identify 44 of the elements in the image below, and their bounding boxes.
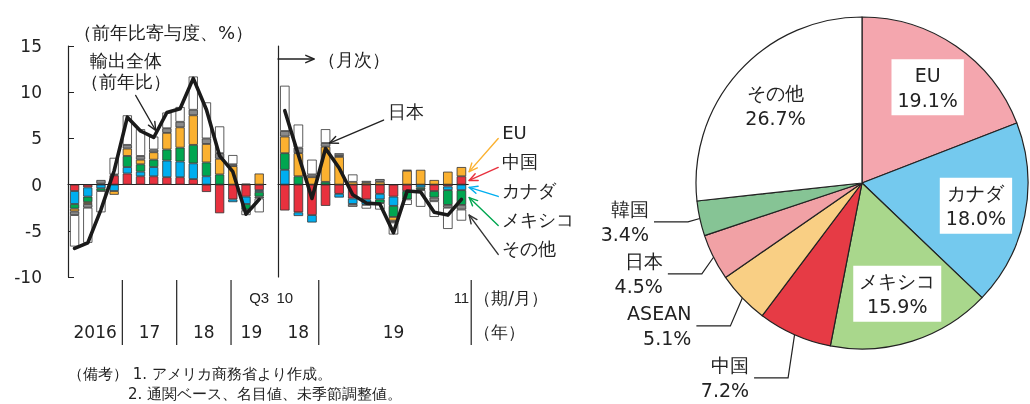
series-label: 輸出全体（前年比）	[80, 49, 171, 92]
y-axis-title: （前年比寄与度、%）	[74, 21, 254, 43]
y-tick-label: -10	[14, 267, 42, 287]
text: （年）	[474, 322, 526, 342]
data-label: 15.9%	[867, 295, 928, 318]
y-tick-label: 15	[20, 36, 42, 56]
text: 2016	[73, 322, 117, 342]
slice-label: カナダ	[947, 182, 1006, 205]
data-label: 7.2%	[700, 379, 750, 402]
text: EU	[502, 121, 527, 143]
legend-label: 中国	[502, 150, 539, 172]
text: 17	[138, 322, 161, 342]
slice-label: 韓国	[610, 198, 649, 221]
slice-label: 日本	[624, 250, 663, 273]
text: 19	[240, 322, 263, 342]
y-tick-label: -5	[25, 220, 42, 241]
text: その他	[502, 237, 557, 259]
text: 2. 通関ベース、名目値、未季節調整値。	[128, 385, 403, 403]
data-label: 4.5%	[614, 275, 663, 298]
slice-label: メキシコ	[859, 270, 936, 293]
data-label: 5.1%	[643, 327, 692, 350]
data-label: 18.0%	[945, 207, 1007, 230]
y-tick-label: 5	[31, 128, 42, 149]
data-label: 3.4%	[600, 223, 649, 246]
slice-label: EU	[914, 63, 941, 86]
data-label: 26.7%	[745, 106, 806, 129]
y-tick-label: 0	[31, 174, 42, 195]
slice-label: 中国	[711, 354, 750, 377]
x-tick-label: Q3	[249, 289, 270, 306]
x-tick-label: 10	[276, 289, 294, 306]
legend-label: メキシコ	[502, 208, 575, 230]
text: 18	[287, 322, 310, 342]
text: （備考） 1. アメリカ商務省より作成。	[68, 365, 332, 383]
annotation: （月次）	[318, 48, 390, 70]
text: 18	[193, 322, 215, 342]
legend-label: カナダ	[502, 179, 558, 201]
slice-label: ASEAN	[627, 302, 692, 325]
text: 19	[382, 322, 405, 342]
slice-label: その他	[747, 81, 804, 104]
x-axis-title: （期/月）	[474, 288, 548, 308]
y-tick-label: 10	[20, 82, 42, 103]
x-tick-label: 11	[453, 289, 470, 306]
text: 日本	[387, 100, 424, 122]
data-label: 19.1%	[897, 88, 958, 111]
